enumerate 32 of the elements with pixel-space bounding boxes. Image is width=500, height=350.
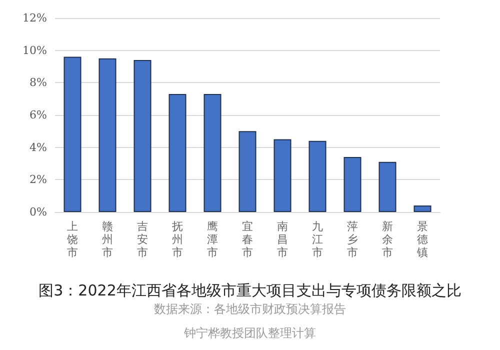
x-tick-label: 鹰潭市: [207, 220, 218, 259]
y-tick-label: 8%: [30, 76, 47, 90]
text: 图3：2022年江西省各地级市重大项目支出与专项债务限额之比: [38, 282, 462, 300]
y-tick-label: 12%: [22, 12, 47, 24]
bar: [134, 60, 152, 212]
x-tick-label: 南昌市: [277, 220, 288, 259]
bar: [168, 94, 186, 212]
source-note: 数据来源：各地级市财政预决算报告: [154, 302, 346, 316]
y-tick-label: 10%: [22, 44, 47, 57]
bar: [98, 58, 116, 212]
x-tick-label: 新余市: [382, 220, 393, 259]
bar: [238, 131, 256, 212]
x-tick-label: 景德镇: [416, 220, 428, 259]
y-tick-label: 2%: [30, 173, 47, 186]
x-tick-label: 上饶市: [66, 220, 78, 259]
y-tick-label: 6%: [30, 108, 47, 122]
text: 钟宁桦教授团队整理计算: [183, 326, 316, 340]
x-tick-label: 萍乡市: [347, 220, 358, 259]
bar: [64, 56, 82, 212]
x-tick-label: 抚州市: [171, 220, 183, 259]
bar: [414, 206, 432, 212]
y-tick-label: 4%: [30, 140, 47, 154]
bar: [378, 162, 396, 212]
bar: [344, 157, 362, 212]
x-tick-label: 吉安市: [137, 220, 148, 259]
bar: [274, 139, 292, 212]
y-tick-label: 0%: [30, 206, 47, 218]
x-tick-label: 宜春市: [242, 220, 253, 259]
x-tick-label: 赣州市: [102, 220, 113, 259]
x-tick-label: 九江市: [312, 220, 323, 259]
bar: [308, 140, 326, 212]
bar: [204, 94, 222, 212]
